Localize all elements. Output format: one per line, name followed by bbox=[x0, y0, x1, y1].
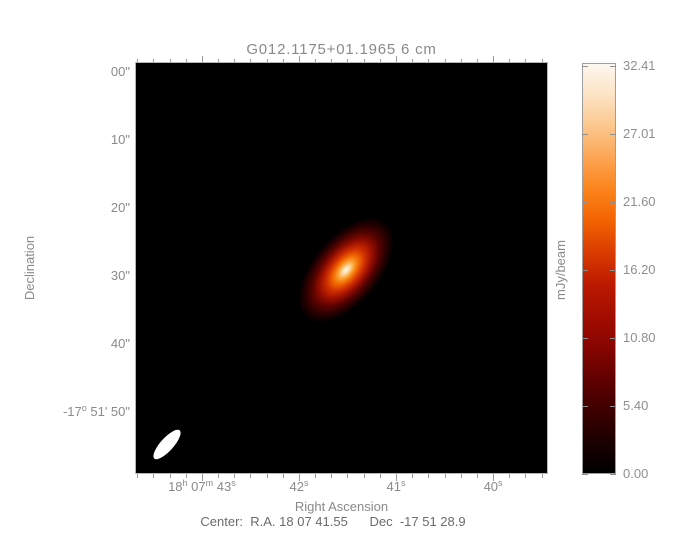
x-minor-tick-mark-top bbox=[169, 59, 171, 62]
x-major-tick-mark bbox=[298, 474, 300, 481]
x-major-tick-mark-top bbox=[201, 56, 203, 62]
colorbar bbox=[582, 63, 616, 474]
x-minor-tick-mark-top bbox=[185, 59, 187, 62]
colorbar-tick-mark-left bbox=[582, 134, 588, 136]
x-axis-title: Right Ascension bbox=[294, 499, 389, 514]
y-tick-label: 40" bbox=[110, 336, 130, 351]
x-major-tick-mark-top bbox=[493, 56, 495, 62]
x-minor-tick-mark bbox=[234, 474, 236, 478]
x-minor-tick-mark bbox=[250, 474, 252, 478]
x-minor-tick-mark-top bbox=[412, 59, 414, 62]
colorbar-tick-label: 32.41 bbox=[623, 57, 656, 73]
y-tick-label: 30" bbox=[110, 267, 130, 283]
x-minor-tick-mark bbox=[541, 474, 543, 478]
x-minor-tick-mark-top bbox=[363, 59, 365, 62]
x-minor-tick-mark bbox=[266, 474, 268, 478]
x-minor-tick-mark-top bbox=[331, 59, 333, 62]
plot-area bbox=[135, 62, 548, 474]
colorbar-unit-label: mJy/beam bbox=[553, 240, 569, 300]
colorbar-tick-label: 5.40 bbox=[623, 398, 649, 414]
x-minor-tick-mark-top bbox=[315, 59, 317, 62]
x-minor-tick-mark-top bbox=[476, 59, 478, 62]
colorbar-tick-mark-right bbox=[610, 270, 616, 272]
x-minor-tick-mark bbox=[153, 474, 155, 478]
x-minor-tick-mark bbox=[347, 474, 349, 478]
x-minor-tick-mark bbox=[428, 474, 430, 478]
colorbar-gradient bbox=[583, 64, 615, 473]
colorbar-tick-mark-left bbox=[582, 65, 588, 67]
radio-source-blob bbox=[277, 197, 415, 343]
colorbar-tick-mark-left bbox=[582, 337, 588, 339]
x-minor-tick-mark-top bbox=[509, 59, 511, 62]
colorbar-tick-mark-right bbox=[610, 474, 616, 475]
x-major-tick-mark bbox=[493, 474, 495, 481]
colorbar-tick-label: 21.60 bbox=[623, 193, 656, 209]
x-minor-tick-mark-top bbox=[153, 59, 155, 62]
colorbar-tick-mark-right bbox=[610, 65, 616, 67]
x-minor-tick-mark-top bbox=[541, 59, 543, 62]
beam-ellipse bbox=[149, 425, 185, 463]
x-minor-tick-mark bbox=[282, 474, 284, 478]
x-minor-tick-mark bbox=[476, 474, 478, 478]
x-minor-tick-mark-top bbox=[234, 59, 236, 62]
x-minor-tick-mark bbox=[460, 474, 462, 478]
x-minor-tick-mark-top bbox=[379, 59, 381, 62]
x-minor-tick-mark bbox=[331, 474, 333, 478]
x-minor-tick-mark-top bbox=[347, 59, 349, 62]
colorbar-tick-mark-right bbox=[610, 134, 616, 136]
y-axis-title: Declination bbox=[22, 235, 38, 301]
x-minor-tick-mark bbox=[379, 474, 381, 478]
colorbar-tick-label: 10.80 bbox=[623, 329, 656, 345]
x-tick-label: 41s bbox=[386, 478, 406, 494]
x-minor-tick-mark-top bbox=[428, 59, 430, 62]
x-major-tick-mark-top bbox=[298, 56, 300, 62]
x-minor-tick-mark-top bbox=[218, 59, 220, 62]
colorbar-tick-mark-left bbox=[582, 474, 588, 475]
figure-title: G012.1175+01.1965 6 cm bbox=[246, 41, 437, 58]
x-major-tick-mark bbox=[201, 474, 203, 481]
colorbar-tick-mark-right bbox=[610, 406, 616, 408]
y-tick-label: 20" bbox=[110, 200, 130, 215]
y-tick-label: 10" bbox=[110, 131, 130, 147]
x-minor-tick-mark bbox=[525, 474, 527, 478]
x-minor-tick-mark bbox=[315, 474, 317, 478]
x-minor-tick-mark bbox=[137, 474, 139, 478]
x-tick-label: 40s bbox=[483, 478, 503, 494]
x-minor-tick-mark-top bbox=[282, 59, 284, 62]
x-minor-tick-mark bbox=[412, 474, 414, 478]
x-minor-tick-mark bbox=[185, 474, 187, 478]
colorbar-tick-mark-right bbox=[610, 337, 616, 339]
colorbar-tick-mark-left bbox=[582, 201, 588, 203]
x-minor-tick-mark-top bbox=[525, 59, 527, 62]
x-major-tick-mark-top bbox=[396, 56, 398, 62]
colorbar-tick-mark-right bbox=[610, 201, 616, 203]
x-major-tick-mark bbox=[396, 474, 398, 481]
colorbar-tick-mark-left bbox=[582, 270, 588, 272]
colorbar-tick-label: 0.00 bbox=[623, 466, 649, 481]
y-tick-label: 00" bbox=[110, 64, 130, 79]
colorbar-tick-label: 27.01 bbox=[623, 126, 656, 142]
x-minor-tick-mark bbox=[363, 474, 365, 478]
x-minor-tick-mark-top bbox=[460, 59, 462, 62]
x-minor-tick-mark-top bbox=[444, 59, 446, 62]
x-minor-tick-mark-top bbox=[266, 59, 268, 62]
x-minor-tick-mark bbox=[444, 474, 446, 478]
colorbar-tick-mark-left bbox=[582, 406, 588, 408]
x-tick-label: 18h 07m 43s bbox=[168, 478, 236, 494]
x-minor-tick-mark-top bbox=[250, 59, 252, 62]
x-minor-tick-mark-top bbox=[137, 59, 139, 62]
center-coordinates-caption: Center: R.A. 18 07 41.55 Dec -17 51 28.9 bbox=[200, 514, 466, 529]
colorbar-tick-label: 16.20 bbox=[623, 262, 656, 278]
x-minor-tick-mark bbox=[218, 474, 220, 478]
x-tick-label: 42s bbox=[289, 478, 309, 494]
x-minor-tick-mark bbox=[509, 474, 511, 478]
y-tick-label: -17o 51' 50" bbox=[62, 402, 130, 419]
x-minor-tick-mark bbox=[169, 474, 171, 478]
